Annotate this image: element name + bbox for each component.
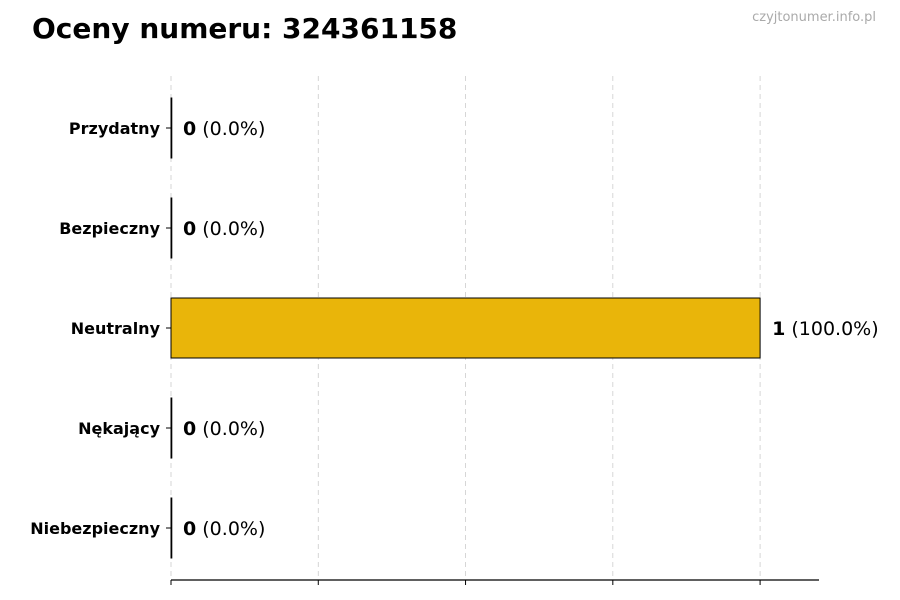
value: 1 [772,318,785,340]
percent: (100.0%) [785,318,878,340]
watermark: czyjtonumer.info.pl [752,10,876,25]
bar [170,197,173,259]
category-label: Nękający [78,419,160,438]
category-label: Przydatny [69,119,161,138]
chart-title: Oceny numeru: 324361158 [32,12,458,45]
data-label: 0 (0.0%) [183,418,265,440]
value: 0 [183,218,196,240]
data-label: 0 (0.0%) [183,518,265,540]
category-label: Bezpieczny [59,219,160,238]
value: 0 [183,418,196,440]
category-label: Neutralny [71,319,161,338]
percent: (0.0%) [196,218,265,240]
bar [170,397,173,459]
value: 0 [183,118,196,140]
data-label: 0 (0.0%) [183,118,265,140]
category-label: Niebezpieczny [30,519,160,538]
percent: (0.0%) [196,418,265,440]
bar [170,297,761,359]
value: 0 [183,518,196,540]
bar [170,497,173,559]
data-label: 1 (100.0%) [772,318,879,340]
percent: (0.0%) [196,118,265,140]
bar [170,97,173,159]
percent: (0.0%) [196,518,265,540]
data-label: 0 (0.0%) [183,218,265,240]
